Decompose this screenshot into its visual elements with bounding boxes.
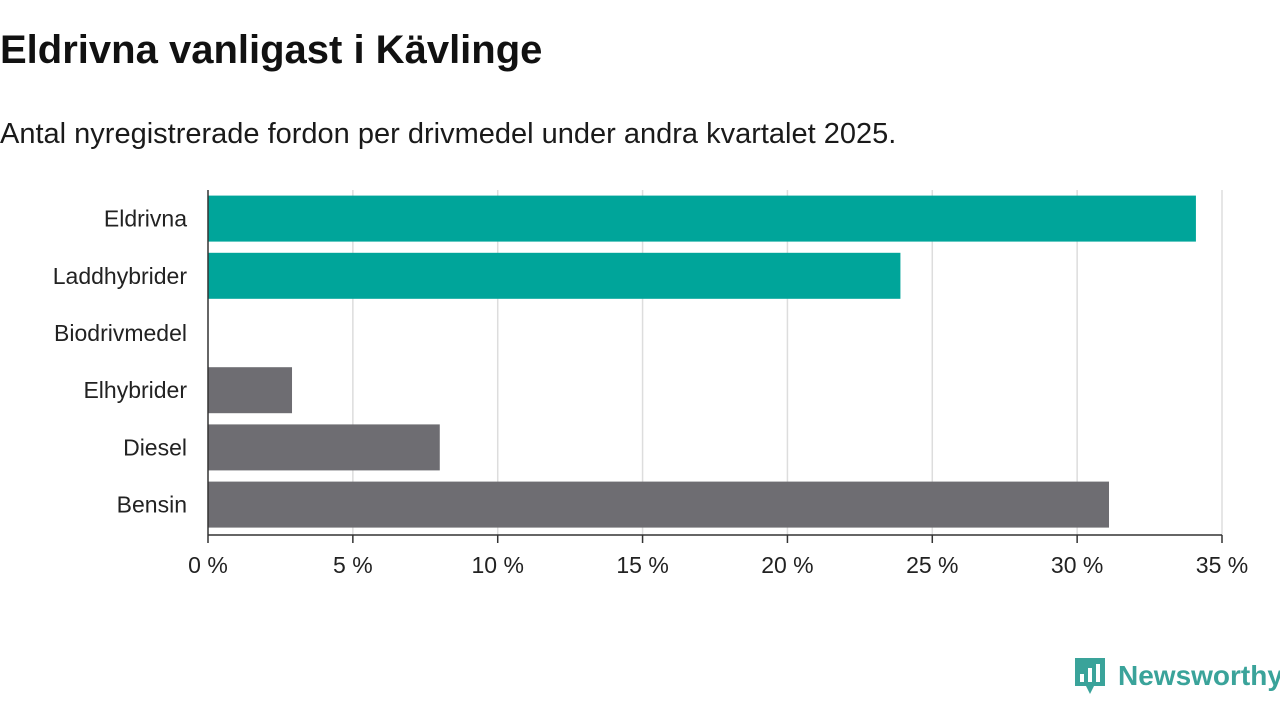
x-tick-label: 15 %	[616, 552, 668, 578]
category-label: Elhybrider	[83, 377, 187, 403]
x-tick-label: 35 %	[1196, 552, 1248, 578]
chart-subtitle: Antal nyregistrerade fordon per drivmede…	[0, 118, 897, 150]
bar-elhybrider	[208, 367, 293, 414]
brand-name: Newsworthy	[1118, 660, 1280, 691]
category-label: Laddhybrider	[53, 263, 188, 289]
bar-diesel	[208, 424, 440, 471]
category-label: Bensin	[117, 492, 187, 518]
newsworthy-logo-icon	[1075, 658, 1105, 694]
x-tick-label: 25 %	[906, 552, 958, 578]
category-label: Biodrivmedel	[54, 320, 187, 346]
bar-laddhybrider	[208, 252, 901, 299]
x-tick-label: 10 %	[471, 552, 523, 578]
bar-bensin	[208, 481, 1110, 528]
x-tick-label: 30 %	[1051, 552, 1103, 578]
x-tick-label: 5 %	[333, 552, 373, 578]
x-tick-label: 0 %	[188, 552, 228, 578]
x-tick-label: 20 %	[761, 552, 813, 578]
chart-title: Eldrivna vanligast i Kävlinge	[0, 28, 543, 72]
newsworthy-logo: Newsworthy	[1072, 656, 1280, 696]
category-label: Diesel	[123, 434, 187, 460]
bar-eldrivna	[208, 195, 1196, 242]
bar-chart: Eldrivna Laddhybrider Biodrivmedel Elhybrid…	[53, 190, 1248, 578]
category-label: Eldrivna	[104, 206, 187, 232]
